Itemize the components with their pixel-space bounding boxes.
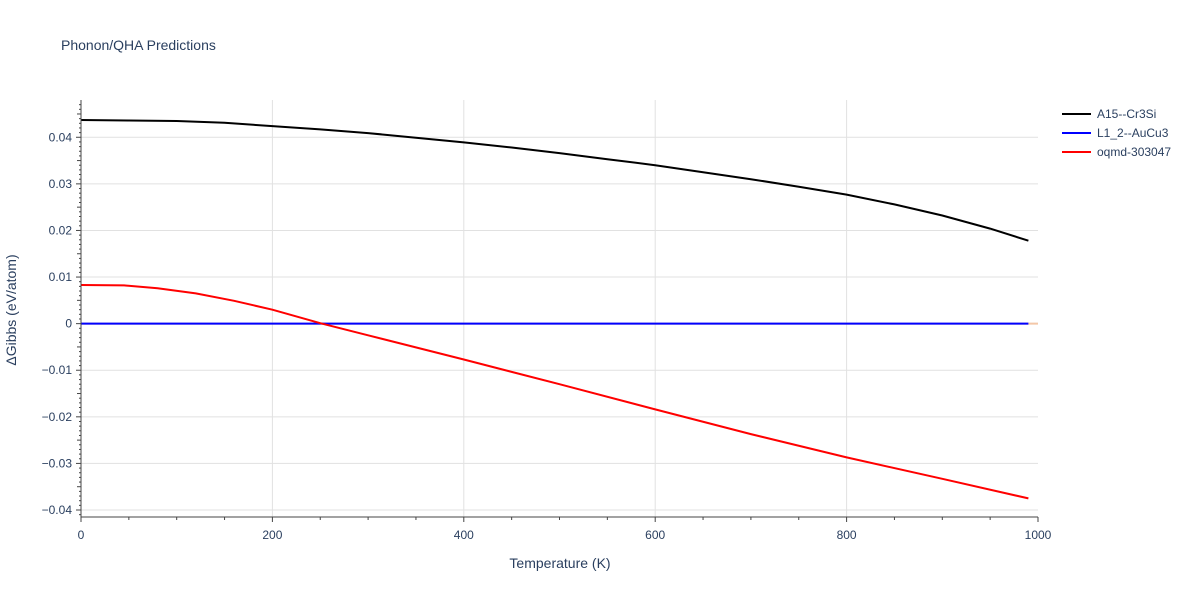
y-tick-label: 0 (65, 317, 72, 331)
series-line (80, 284, 1029, 500)
y-tick-label: −0.01 (42, 363, 73, 377)
y-ticks: −0.04 −0.03 −0.02 −0.01 0 0.01 0.02 0.03 0.04 (42, 104, 81, 517)
series-line (80, 119, 1029, 242)
legend-label: L1_2--AuCu3 (1097, 126, 1169, 140)
x-tick-label: 200 (262, 528, 282, 542)
axes (80, 100, 1038, 518)
x-tick-label: 400 (454, 528, 474, 542)
x-tick-label: 800 (837, 528, 857, 542)
legend[interactable]: A15--Cr3Si L1_2--AuCu3 oqmd-303047 (1062, 107, 1171, 159)
series-layer (80, 119, 1029, 500)
y-axis-title: ΔGibbs (eV/atom) (3, 254, 19, 365)
legend-item[interactable]: L1_2--AuCu3 (1062, 126, 1169, 140)
legend-label: oqmd-303047 (1097, 145, 1171, 159)
y-tick-label: 0.01 (49, 270, 73, 284)
x-tick-label: 600 (645, 528, 665, 542)
y-tick-label: −0.04 (42, 503, 73, 517)
y-tick-label: 0.02 (49, 223, 73, 237)
y-tick-label: 0.03 (49, 177, 73, 191)
chart-title: Phonon/QHA Predictions (61, 37, 216, 53)
x-ticks: 0 200 400 600 800 1000 (78, 517, 1052, 542)
grid (81, 100, 1038, 517)
legend-item[interactable]: oqmd-303047 (1062, 145, 1171, 159)
x-axis-title: Temperature (K) (509, 555, 610, 571)
x-tick-label: 0 (78, 528, 85, 542)
legend-label: A15--Cr3Si (1097, 107, 1156, 121)
y-tick-label: −0.02 (42, 410, 73, 424)
y-tick-label: 0.04 (49, 130, 73, 144)
x-tick-label: 1000 (1025, 528, 1052, 542)
y-tick-label: −0.03 (42, 456, 73, 470)
legend-item[interactable]: A15--Cr3Si (1062, 107, 1156, 121)
